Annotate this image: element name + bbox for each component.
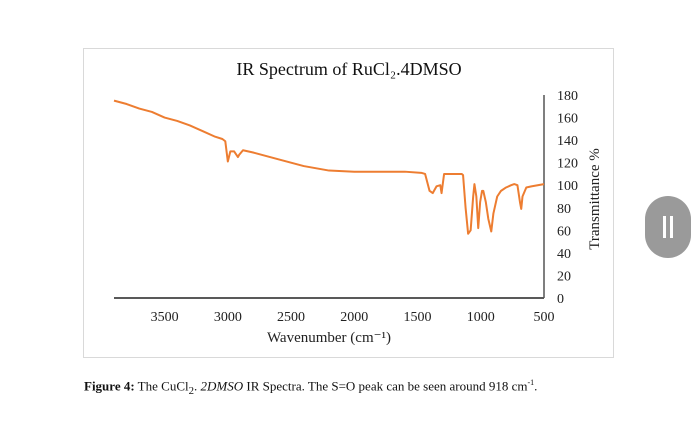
y-tick-label: 40 xyxy=(557,247,571,262)
x-tick-label: 1500 xyxy=(404,310,432,325)
y-tick-label: 100 xyxy=(557,179,578,194)
chart-area: IR Spectrum of RuCl₂.4DMSO 3500 3000 2500 20… xyxy=(83,48,614,358)
pause-icon xyxy=(670,216,673,238)
y-tick-label: 180 xyxy=(557,89,578,104)
caption-text: . xyxy=(194,378,201,394)
caption-sub: 2 xyxy=(188,384,195,397)
x-tick-label: 1000 xyxy=(467,310,495,325)
caption-italic: 2DMSO xyxy=(200,378,244,394)
pause-icon xyxy=(663,216,666,238)
caption-text: IR Spectra. The S=O peak can be seen aro… xyxy=(243,378,528,394)
x-tick-label: 3000 xyxy=(214,310,242,325)
caption-label: Figure 4: xyxy=(84,378,135,394)
x-tick-label: 2500 xyxy=(277,310,305,325)
y-axis-label: Transmittance % xyxy=(587,148,603,250)
figure-caption: Figure 4: The CuCl2. 2DMSO IR Spectra. T… xyxy=(84,378,537,397)
y-tick-label: 140 xyxy=(557,134,578,149)
pause-button[interactable] xyxy=(645,196,691,258)
y-tick-label: 120 xyxy=(557,157,578,172)
y-tick-label: 20 xyxy=(557,269,571,284)
x-axis-label: Wavenumber (cm⁻¹) xyxy=(267,330,391,346)
y-tick-label: 0 xyxy=(557,292,564,307)
x-tick-label: 3500 xyxy=(151,310,179,325)
y-tick-label: 160 xyxy=(557,112,578,127)
spectrum-line xyxy=(113,99,545,235)
ir-spectrum-chart: IR Spectrum of RuCl₂.4DMSO 3500 3000 2500 20… xyxy=(113,59,603,346)
caption-sup: -1 xyxy=(527,378,535,387)
x-tick-label: 500 xyxy=(534,310,555,325)
caption-text: The CuCl xyxy=(134,378,189,394)
y-tick-label: 80 xyxy=(557,202,571,217)
chart-title: IR Spectrum of RuCl₂.4DMSO xyxy=(236,59,461,79)
y-tick-label: 60 xyxy=(557,224,571,239)
x-tick-label: 2000 xyxy=(340,310,368,325)
caption-text: . xyxy=(534,378,538,394)
